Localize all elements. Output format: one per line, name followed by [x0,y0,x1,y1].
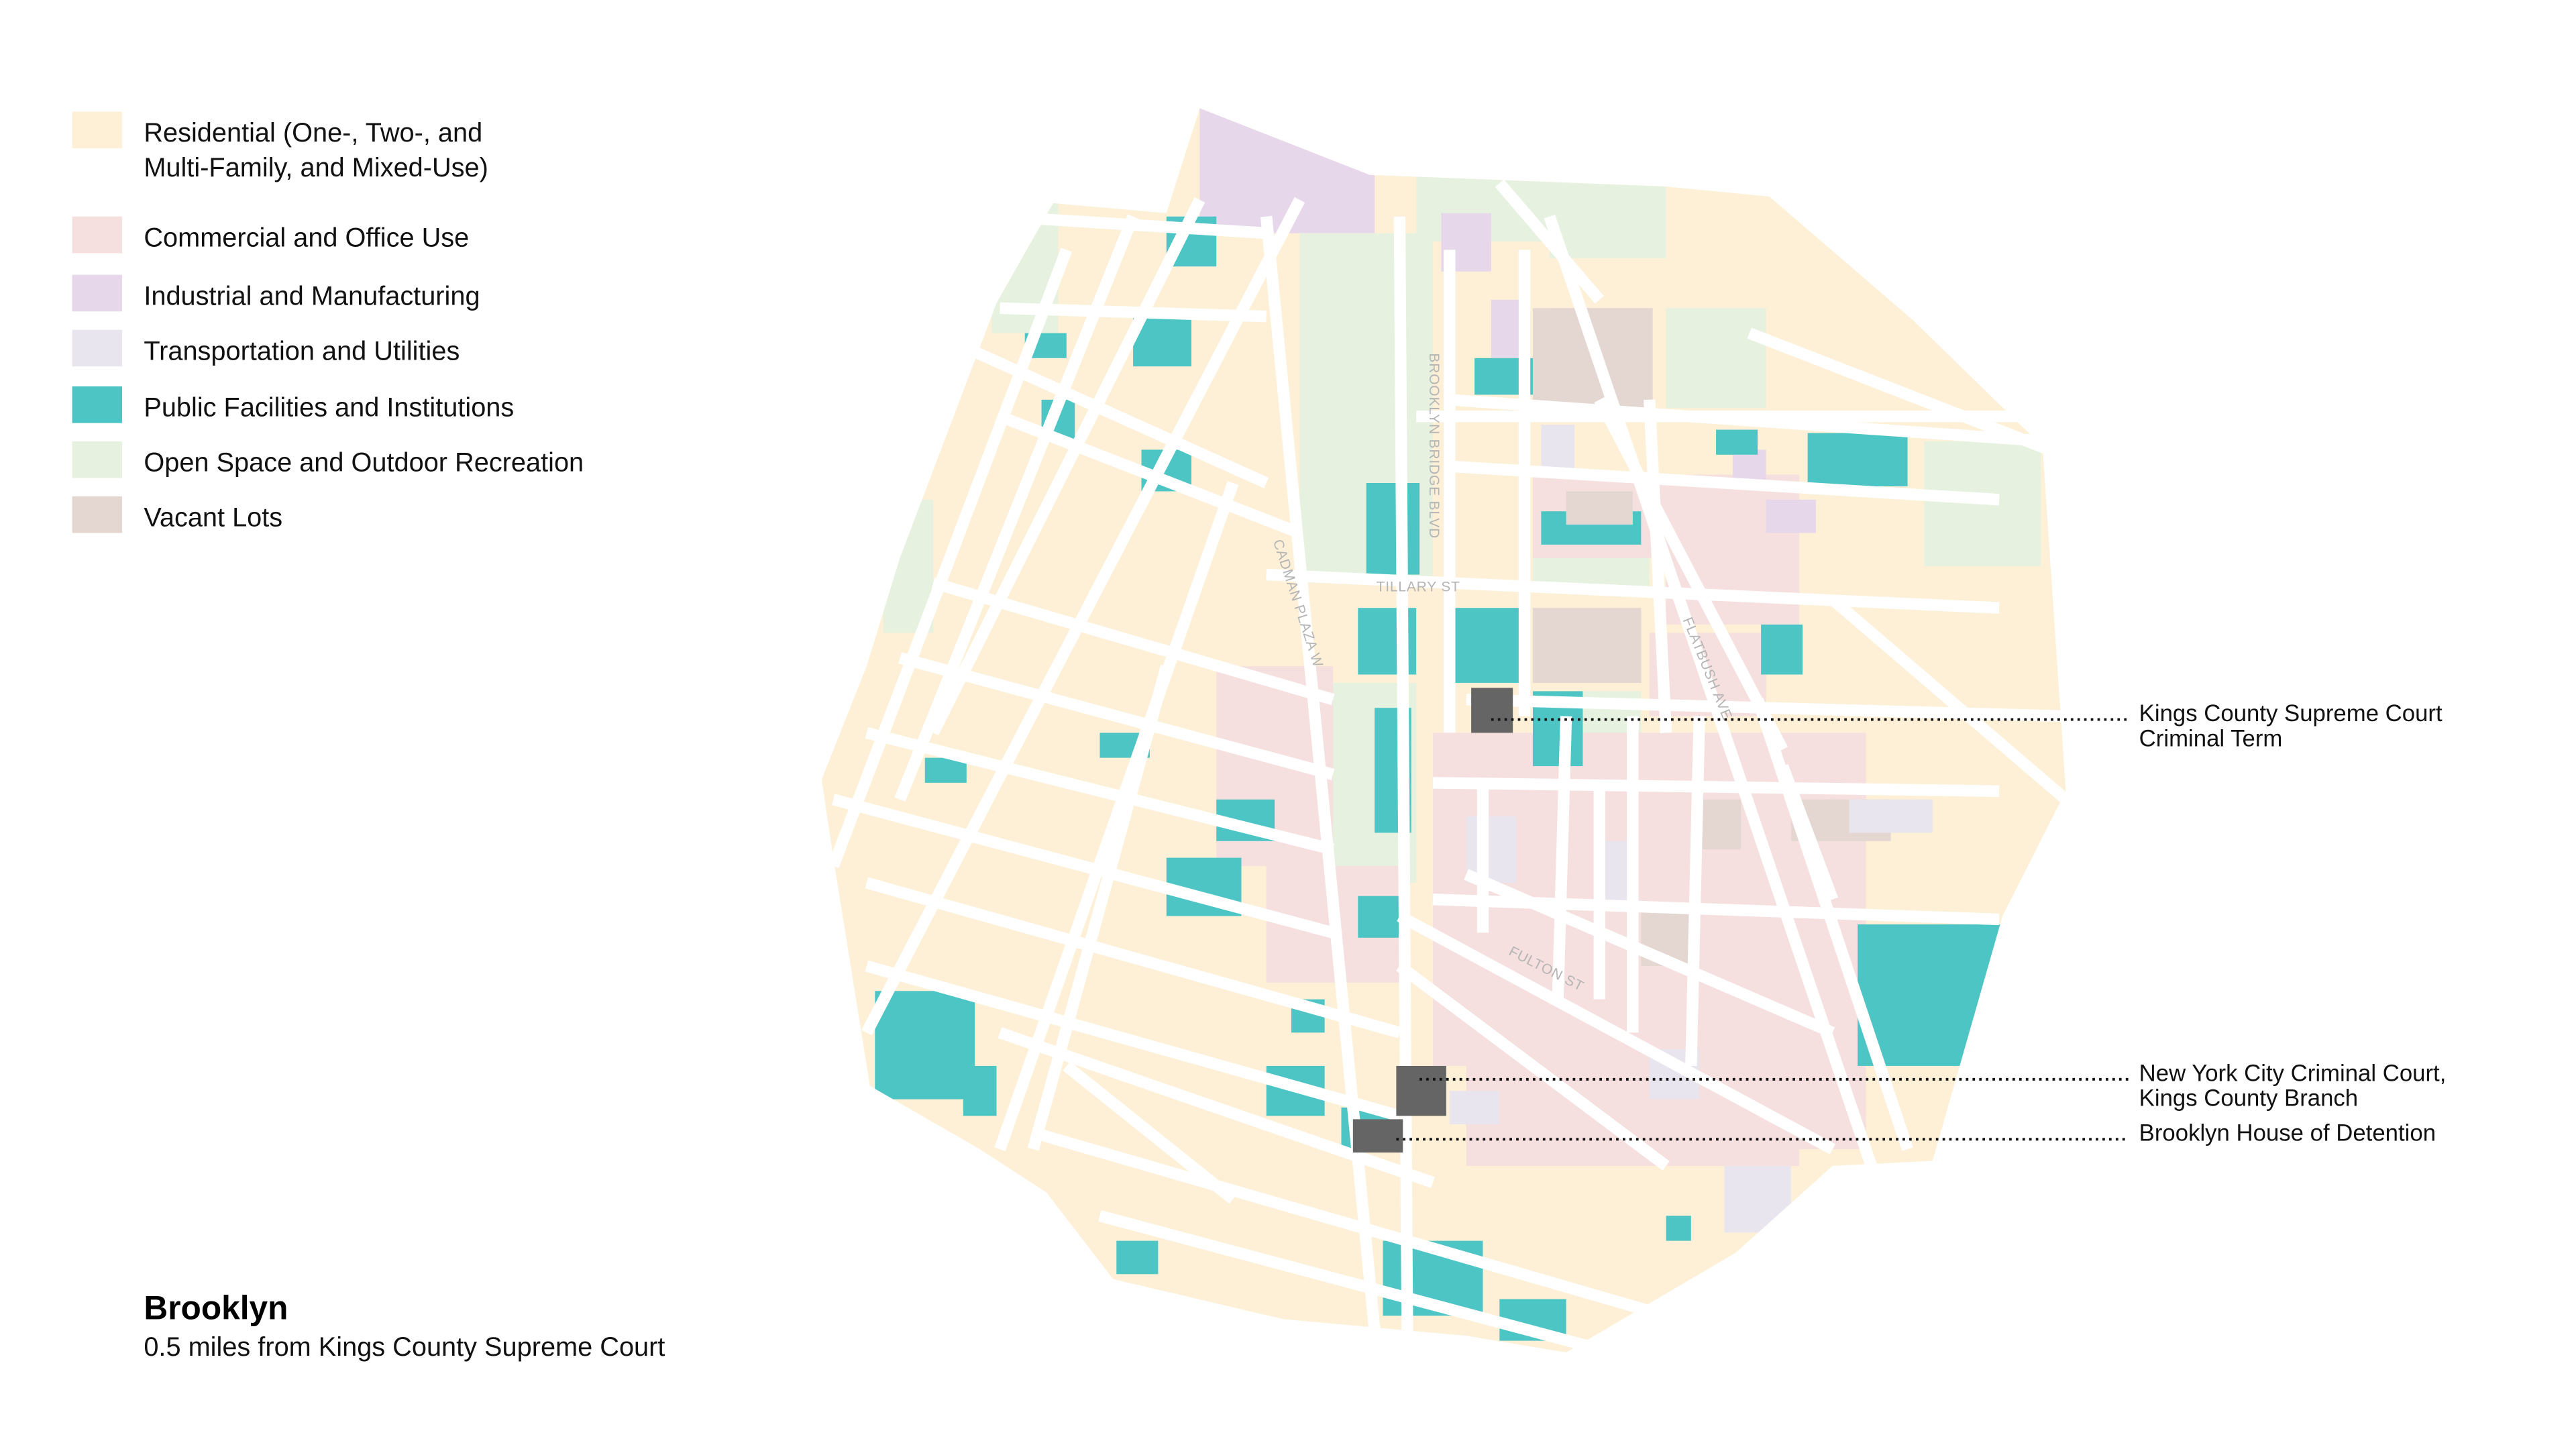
land-parcel [1849,799,1933,833]
legend-swatch [72,496,123,533]
street [1449,460,2000,506]
legend-label: Multi-Family, and Mixed-Use) [144,153,488,182]
map-subtitle: 0.5 miles from Kings County Supreme Cour… [144,1332,665,1362]
street [1393,216,1414,1352]
land-parcel [1666,1216,1691,1241]
street [1594,396,1788,753]
annotation-label: Criminal Term [2139,726,2283,751]
street [1027,664,1173,1151]
annotation-label: Brooklyn House of Detention [2139,1121,2436,1146]
street [1644,399,1672,733]
land-parcel [1541,425,1575,475]
street [1397,910,1835,1155]
street [1098,1210,1601,1352]
street [1829,595,2066,804]
land-use-map [821,108,2066,1352]
street [928,197,1205,736]
street [1685,716,1705,1067]
street [861,197,1305,1036]
legend-swatch [72,329,123,367]
court-building [1396,1065,1446,1116]
map-title: Brooklyn [144,1289,288,1326]
land-parcel [1446,608,1521,683]
land-parcel [1732,449,1766,483]
land-parcel [1449,1091,1500,1124]
street [1031,1126,1668,1322]
land-parcel [1358,896,1400,938]
street [1777,764,1838,902]
street-label: BROOKLYN BRIDGE BLVD [1426,353,1442,539]
street [998,411,1302,539]
street [994,481,1239,1151]
street [1495,179,1604,304]
court-building [1471,688,1513,733]
street [828,248,1072,869]
street [998,1027,1435,1188]
land-parcel [963,1065,997,1116]
street [865,877,1401,1038]
land-parcel [1724,1165,1791,1233]
street [1464,869,1835,1038]
land-parcel [1116,1240,1159,1275]
land-parcel [1858,924,2008,1066]
annotation-label: New York City Criminal Court, [2139,1061,2447,1086]
street [831,794,1335,938]
court-building [1352,1119,1403,1153]
legend-swatch [72,441,123,478]
street [1432,777,2000,797]
land-parcel [875,991,975,1099]
land-parcel [1761,625,1803,675]
street [1552,716,1572,1000]
street [898,652,1335,780]
street [1000,302,1267,323]
legend-swatch [72,386,123,423]
street [1266,568,2000,614]
street-label: TILLARY ST [1377,579,1460,594]
legend-label: Commercial and Office Use [144,223,469,252]
legend-swatch [72,274,123,312]
street [1747,327,2051,455]
street [865,960,1401,1122]
street [1260,215,1389,1352]
annotation-label: Kings County Branch [2139,1086,2358,1112]
legend-label: Residential (One-, Two-, and [144,118,482,148]
legend-label: Industrial and Manufacturing [144,281,480,311]
street [931,577,1335,706]
street [1063,1061,1237,1204]
street [1396,961,1670,1171]
legend-swatch [72,111,123,148]
street [865,727,1335,855]
land-parcel [1549,174,1666,258]
legend-label: Open Space and Outdoor Recreation [144,448,584,478]
land-parcel [1699,799,1741,850]
legend-label: Transportation and Utilities [144,336,460,366]
legend-label: Public Facilities and Institutions [144,393,514,423]
land-parcel [1566,491,1633,525]
legend-label: Vacant Lots [144,503,282,533]
street [999,211,1267,239]
land-parcel [1466,816,1517,883]
land-parcel [1807,433,1908,486]
annotation-label: Kings County Supreme Court [2139,701,2443,727]
vacant-lot [1532,611,1642,683]
land-parcel [1666,308,1766,409]
land-parcel [1366,483,1420,575]
legend-swatch [72,216,123,254]
land-parcel [1716,429,1758,455]
land-parcel [1766,499,1817,533]
street [930,327,1269,488]
